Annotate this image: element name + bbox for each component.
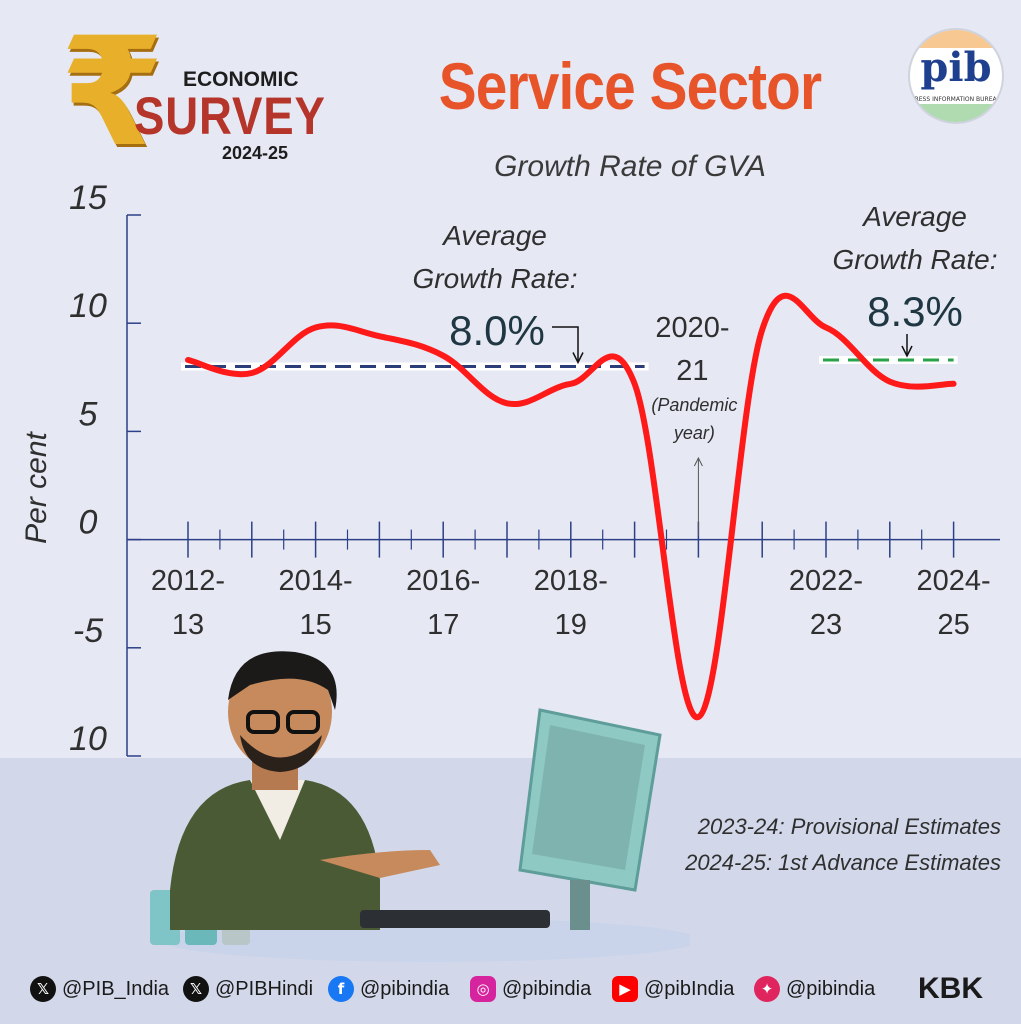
x-tick-label-line1: 2024- <box>917 565 991 597</box>
pib-logo-saffron-band <box>910 30 1002 48</box>
x-tick-label-line1: 2018- <box>534 565 608 597</box>
computer-monitor-icon <box>360 708 662 930</box>
y-tick-label: 10 <box>69 287 107 325</box>
social-x-pib-hindi[interactable]: 𝕏 @PIBHindi <box>183 976 313 1002</box>
logo-year-text: 2024-25 <box>222 143 289 163</box>
pib-logo-text: pib <box>920 44 992 91</box>
x-tick-label-line1: 2014- <box>279 565 353 597</box>
x-tick-label-line2: 13 <box>172 609 204 641</box>
pib-logo-caption: PRESS INFORMATION BUREAU <box>910 96 1002 103</box>
instagram-icon: ◎ <box>470 976 496 1002</box>
average-pointer-arrow <box>552 326 579 361</box>
social-handle: @pibindia <box>786 977 876 1000</box>
social-youtube[interactable]: ▶ @pibIndia <box>612 976 734 1002</box>
arrowhead-icon <box>572 352 584 365</box>
social-handle: @pibIndia <box>644 977 735 1000</box>
logo-survey-text: SURVEY <box>134 87 326 146</box>
signature-kbk: KBK <box>918 972 983 1005</box>
pib-logo: pib PRESS INFORMATION BUREAU <box>908 28 1004 124</box>
note-provisional: 2023-24: Provisional Estimates <box>697 814 1001 839</box>
logo-economic-text: ECONOMIC <box>183 68 299 91</box>
x-tick-label-line2: 15 <box>299 609 331 641</box>
note-advance: 2024-25: 1st Advance Estimates <box>685 850 1001 875</box>
x-icon: 𝕏 <box>30 976 56 1002</box>
arrowhead-icon <box>901 345 913 358</box>
keyboard-icon <box>360 910 550 928</box>
x-tick-label-line1: 2022- <box>789 565 863 597</box>
x-tick-label-line2: 23 <box>810 609 842 641</box>
social-handle: @pibindia <box>360 977 450 1000</box>
chart-subtitle: Growth Rate of GVA <box>494 150 766 183</box>
pandemic-year-note-line1: (Pandemic <box>651 395 737 415</box>
social-x-pib-india[interactable]: 𝕏 @PIB_India <box>30 976 169 1002</box>
pandemic-year-note-line2: year) <box>672 423 715 443</box>
chart-title: Service Sector <box>438 49 822 123</box>
person-figure <box>170 651 440 930</box>
y-tick-label: 15 <box>69 179 107 217</box>
youtube-icon: ▶ <box>612 976 638 1002</box>
y-tick-label: -5 <box>73 612 103 650</box>
pib-logo-green-band <box>910 104 1002 122</box>
footer-social-bar: 𝕏 @PIB_India 𝕏 @PIBHindi f @pibindia ◎ @… <box>0 970 1021 1010</box>
social-facebook[interactable]: f @pibindia <box>328 976 449 1002</box>
arrowhead-icon <box>693 456 703 467</box>
average-value-label: 8.0% <box>449 307 545 354</box>
facebook-icon: f <box>328 976 354 1002</box>
average-label-line2: Growth Rate: <box>413 263 578 294</box>
social-handle: @PIB_India <box>62 977 170 1000</box>
social-handle: @PIBHindi <box>215 977 314 1000</box>
x-tick-label-line2: 17 <box>427 609 459 641</box>
y-axis-title: Per cent <box>20 430 53 543</box>
koo-icon: ✦ <box>754 976 780 1002</box>
average-label-line2: Growth Rate: <box>833 244 998 275</box>
x-tick-label-line2: 19 <box>555 609 587 641</box>
rupee-icon: ₹ <box>60 6 165 180</box>
social-instagram[interactable]: ◎ @pibindia <box>470 976 591 1002</box>
person-at-computer-illustration <box>150 651 690 962</box>
average-value-label: 8.3% <box>867 288 963 335</box>
social-koo[interactable]: ✦ @pibindia <box>754 976 875 1002</box>
pandemic-year-label-line2: 21 <box>676 355 708 387</box>
y-tick-label: 10 <box>69 720 107 758</box>
y-tick-label: 0 <box>79 504 98 542</box>
social-handle: @pibindia <box>502 977 592 1000</box>
x-tick-label-line2: 25 <box>937 609 969 641</box>
average-label-line1: Average <box>861 201 967 232</box>
pandemic-year-label-line1: 2020- <box>655 312 729 344</box>
x-tick-label-line1: 2016- <box>406 565 480 597</box>
x-tick-label-line1: 2012- <box>151 565 225 597</box>
average-label-line1: Average <box>441 220 547 251</box>
y-tick-label: 5 <box>79 395 98 433</box>
x-icon: 𝕏 <box>183 976 209 1002</box>
